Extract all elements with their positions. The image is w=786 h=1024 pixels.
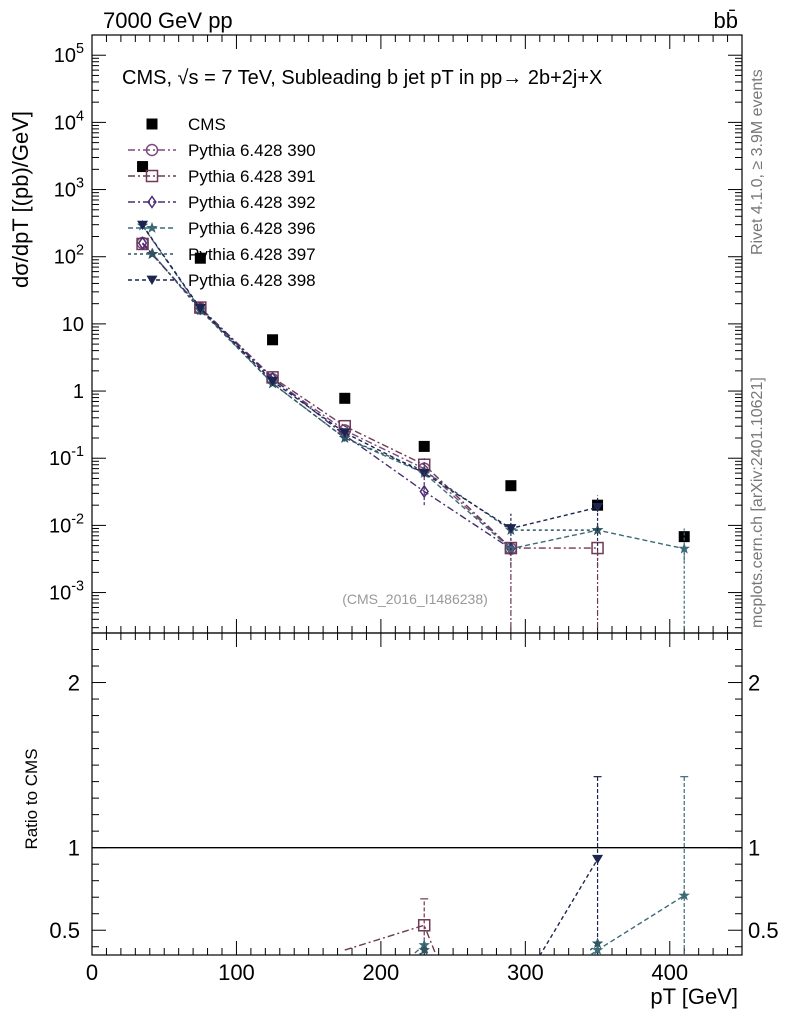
- legend-marker: [146, 221, 158, 233]
- legend-marker: [145, 143, 159, 157]
- side-mcplots-label: mcplots.cern.ch [arXiv:2401.10621]: [749, 377, 766, 628]
- legend-label: Pythia 6.428 392: [188, 193, 316, 212]
- ratio-tick-label-left: 2: [68, 671, 80, 696]
- series-5: [146, 247, 604, 535]
- chart-title: CMS, √s = 7 TeV, Subleading b jet pT in …: [122, 67, 602, 89]
- x-tick-label: 100: [218, 960, 255, 985]
- legend-label: Pythia 6.428 397: [188, 245, 316, 264]
- series-line: [141, 225, 685, 550]
- ratio-point: [592, 854, 604, 865]
- y-tick-label: 104: [54, 108, 84, 134]
- x-tick-label: 200: [363, 960, 400, 985]
- legend-marker: [146, 275, 158, 285]
- side-rivet-label: Rivet 4.1.0, ≥ 3.9M events: [749, 69, 766, 255]
- legend-label: CMS: [188, 115, 226, 134]
- y-tick-label: 103: [54, 176, 84, 202]
- ratio-series-0: [344, 919, 437, 955]
- y-tick-label: 10-1: [49, 444, 84, 470]
- series-line: [142, 242, 512, 550]
- ratio-line: [411, 943, 430, 955]
- y-tick-label: 102: [54, 243, 84, 269]
- ratio-point: [417, 919, 431, 932]
- ratio-series-4: [589, 889, 690, 955]
- legend-label: Pythia 6.428 390: [188, 141, 316, 160]
- data-point: [137, 220, 149, 231]
- ratio-tick-label-left: 1: [68, 836, 80, 861]
- data-point: [419, 484, 429, 499]
- ratio-y-label: Ratio to CMS: [22, 748, 41, 849]
- ratio-series-2: [417, 944, 430, 955]
- legend-label: Pythia 6.428 391: [188, 167, 316, 186]
- header-right: bb̄: [714, 8, 738, 33]
- series-line: [152, 253, 598, 531]
- y-tick-label: 10-2: [49, 511, 84, 537]
- data-point: [267, 334, 279, 346]
- y-tick-label: 10: [62, 314, 84, 336]
- ratio-tick-label-right: 0.5: [748, 918, 779, 943]
- x-tick-label: 300: [507, 960, 544, 985]
- ratio-series-3: [539, 854, 604, 955]
- data-point: [194, 304, 206, 314]
- legend-marker: [145, 169, 159, 183]
- data-point: [137, 161, 149, 173]
- ratio-point: [591, 937, 604, 949]
- data-point: [339, 392, 351, 404]
- data-point: [678, 531, 690, 543]
- ratio-point: [591, 944, 604, 955]
- header-left: 7000 GeV pp: [103, 8, 233, 33]
- ratio-tick-label-left: 0.5: [49, 918, 80, 943]
- legend: CMS Pythia 6.428 390 Pythia 6.428 391 Pythi…: [128, 115, 316, 290]
- legend-marker: [147, 195, 157, 209]
- x-tick-label: 400: [651, 960, 688, 985]
- data-point: [418, 440, 430, 452]
- x-tick-label: 0: [86, 960, 98, 985]
- data-point: [505, 480, 517, 492]
- y-axis-label: dσ/dpT [(pb)/GeV]: [8, 111, 33, 288]
- x-axis-label: pT [GeV]: [650, 984, 738, 1009]
- legend-label: Pythia 6.428 398: [188, 271, 316, 290]
- ratio-point: [678, 889, 690, 901]
- data-point: [339, 428, 351, 438]
- ratio-series-group: [344, 776, 690, 955]
- data-point: [194, 252, 206, 264]
- ratio-line: [539, 858, 599, 955]
- series-4: [136, 219, 690, 554]
- y-tick-label: 105: [54, 41, 84, 67]
- legend-marker: [146, 118, 158, 130]
- watermark: (CMS_2016_I1486238): [342, 591, 488, 607]
- y-tick-label: 1: [73, 381, 84, 403]
- ratio-series-1: [411, 939, 430, 955]
- ratio-tick-label-right: 1: [748, 836, 760, 861]
- y-tick-label: 10-3: [49, 579, 84, 605]
- ratio-series-5: [589, 937, 604, 951]
- legend-marker: [146, 247, 158, 259]
- legend-label: Pythia 6.428 396: [188, 219, 316, 238]
- ratio-point: [418, 944, 430, 955]
- data-point: [592, 503, 604, 513]
- data-point: [267, 376, 279, 387]
- ratio-tick-label-right: 2: [748, 671, 760, 696]
- data-point: [137, 236, 148, 250]
- ratio-frame: [91, 632, 743, 956]
- series-6: [137, 220, 604, 534]
